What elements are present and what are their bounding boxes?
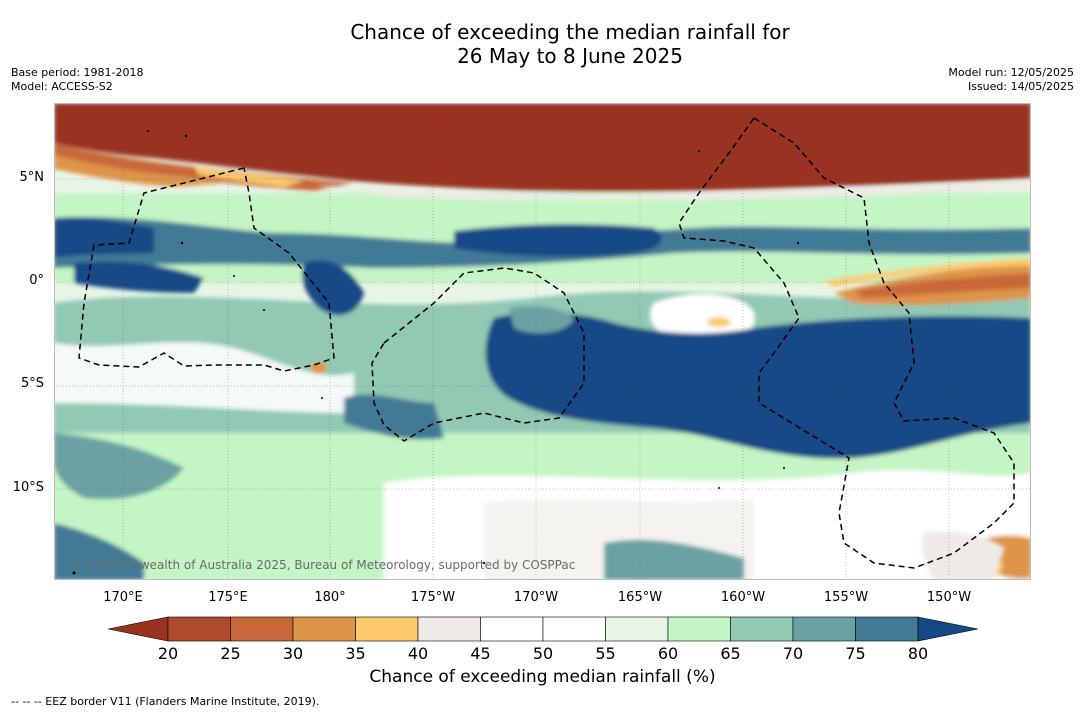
colorbar-extend-low (107, 616, 169, 642)
islands (72, 130, 800, 575)
colorbar-segment (730, 616, 794, 642)
colorbar-segment (355, 616, 419, 642)
colorbar-segment (792, 616, 856, 642)
lat-label-5s: 5°S (20, 376, 44, 391)
rainfall-map-svg (54, 103, 1031, 580)
colorbar-segment (855, 616, 919, 642)
lat-label-0: 0° (29, 273, 44, 288)
colorbar-tick-label: 55 (595, 644, 616, 663)
copyright-notice: © Commonwealth of Australia 2025, Bureau… (70, 558, 576, 572)
meta-right: Model run: 12/05/2025 Issued: 14/05/2025 (948, 66, 1074, 94)
lon-label-175e: 175°E (208, 590, 248, 605)
colorbar-tick-label: 25 (220, 644, 241, 663)
colorbar-extend-high (917, 616, 979, 642)
colorbar-segment (230, 616, 294, 642)
colorbar-svg (107, 616, 979, 642)
colorbar-tick-label: 20 (157, 644, 179, 663)
lat-label-10s: 10°S (12, 480, 44, 495)
colorbar-segment (605, 616, 669, 642)
colorbar-tick-label: 50 (532, 644, 554, 663)
colorbar-tick-label: 80 (907, 644, 929, 663)
issued-text: Issued: 14/05/2025 (967, 80, 1074, 93)
colorbar-tick-label: 30 (282, 644, 304, 663)
lon-label-170w: 170°W (513, 590, 559, 605)
colorbar-tick-label: 65 (720, 644, 741, 663)
lon-label-160w: 160°W (720, 590, 766, 605)
colorbar-segment (480, 616, 544, 642)
colorbar-segment (292, 616, 356, 642)
lon-label-150w: 150°W (926, 590, 972, 605)
rainfall-map: © Commonwealth of Australia 2025, Bureau… (54, 103, 1031, 580)
map-title: Chance of exceeding the median rainfall … (0, 20, 1085, 68)
rainfall-contours (54, 103, 1031, 580)
map-frame (54, 103, 1031, 580)
base-period-text: Base period: 1981-2018 (11, 66, 144, 79)
colorbar-tick-label: 45 (470, 644, 491, 663)
lon-label-155w: 155°W (823, 590, 869, 605)
colorbar-label: Chance of exceeding median rainfall (%) (369, 667, 716, 687)
colorbar-segment (542, 616, 606, 642)
colorbar-tick-label: 75 (845, 644, 866, 663)
lon-label-175w: 175°W (410, 590, 456, 605)
colorbar-tick-label: 35 (345, 644, 366, 663)
colorbar-segment (417, 616, 481, 642)
model-text: Model: ACCESS-S2 (11, 80, 113, 93)
model-run-text: Model run: 12/05/2025 (948, 66, 1074, 79)
lon-label-165w: 165°W (617, 590, 663, 605)
eez-legend-note: -- -- -- EEZ border V11 (Flanders Marine… (11, 695, 320, 708)
colorbar-tick-label: 60 (657, 644, 679, 663)
colorbar-tick-label: 40 (407, 644, 429, 663)
eez-borders (78, 116, 1015, 569)
lat-label-5n: 5°N (19, 170, 45, 185)
colorbar-segment (167, 616, 231, 642)
colorbar (107, 616, 979, 642)
map-title-line2: 26 May to 8 June 2025 (457, 44, 683, 68)
lon-label-180: 180° (314, 590, 346, 605)
meta-left: Base period: 1981-2018 Model: ACCESS-S2 (11, 66, 143, 94)
lon-label-170e: 170°E (103, 590, 143, 605)
colorbar-segment (667, 616, 731, 642)
graticule (54, 103, 1031, 580)
map-title-line1: Chance of exceeding the median rainfall … (350, 20, 790, 44)
colorbar-tick-label: 70 (782, 644, 804, 663)
